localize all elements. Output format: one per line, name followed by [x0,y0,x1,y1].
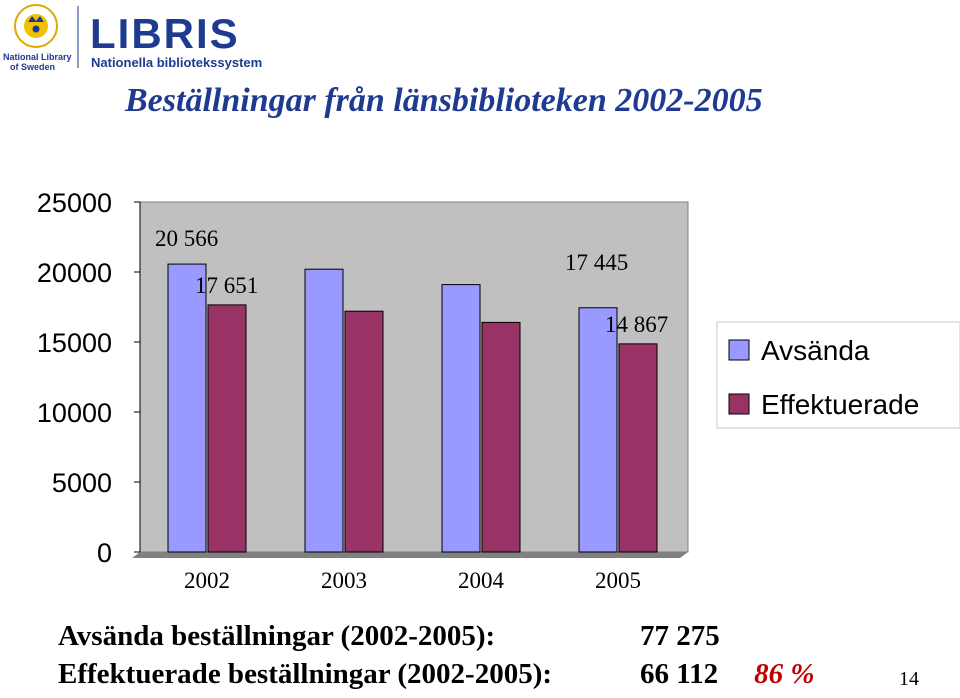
y-tick-label: 25000 [37,188,112,218]
libris-logo: National Library of Sweden LIBRIS Nation… [3,4,262,72]
summary-done-value: 66 112 [640,658,719,690]
libris-wordmark: LIBRIS [90,10,240,57]
legend-swatch-avsända [728,339,750,361]
legend-box [716,321,960,429]
summary-sent-row: Avsända beställningar (2002-2005): 77 275 [58,620,720,653]
legend-label-avsända: Avsända [761,335,870,366]
bar-avsända-2005 [578,307,618,553]
summary-sent-label: Avsända beställningar (2002-2005): [58,620,496,652]
libris-subtitle: Nationella bibliotekssystem [91,55,262,70]
bar-effektuerade-2003 [344,310,384,553]
legend-swatch-effektuerade [728,393,750,415]
y-tick-label: 10000 [37,398,112,428]
kb-seal-icon [14,4,58,48]
x-tick-label: 2002 [184,568,230,593]
y-tick-label: 20000 [37,258,112,288]
bar-avsända-2002 [167,263,207,553]
bar-chart: 0 5000 10000 15000 20000 25000 2002 2003 2004 200… [37,188,960,593]
summary-done-label: Effektuerade beställningar (2002-2005): [58,658,553,690]
data-label: 17 445 [565,250,628,275]
bar-effektuerade-2004 [481,321,521,553]
y-tick-label: 15000 [37,328,112,358]
bar-effektuerade-2005 [618,343,658,553]
summary-percent: 86 % [754,658,815,690]
kb-caption-line1: National Library [3,52,72,62]
legend-label-effektuerade: Effektuerade [761,389,919,420]
page-number: 14 [899,668,919,690]
y-tick-label: 5000 [52,468,112,498]
bar-avsända-2004 [441,284,481,553]
data-label: 20 566 [155,226,218,251]
bar-avsända-2003 [304,268,344,553]
data-label: 17 651 [195,273,258,298]
x-tick-label: 2005 [595,568,641,593]
summary-sent-value: 77 275 [640,620,720,652]
x-tick-label: 2004 [458,568,505,593]
y-tick-label: 0 [97,538,112,568]
bar-effektuerade-2002 [207,304,247,553]
data-label: 14 867 [605,312,668,337]
x-tick-label: 2003 [321,568,367,593]
slide-title: Beställningar från länsbiblioteken 2002-… [125,82,763,119]
plot-floor [132,552,688,558]
summary-done-row: Effektuerade beställningar (2002-2005): 6… [58,658,815,691]
kb-caption-line2: of Sweden [10,62,55,72]
